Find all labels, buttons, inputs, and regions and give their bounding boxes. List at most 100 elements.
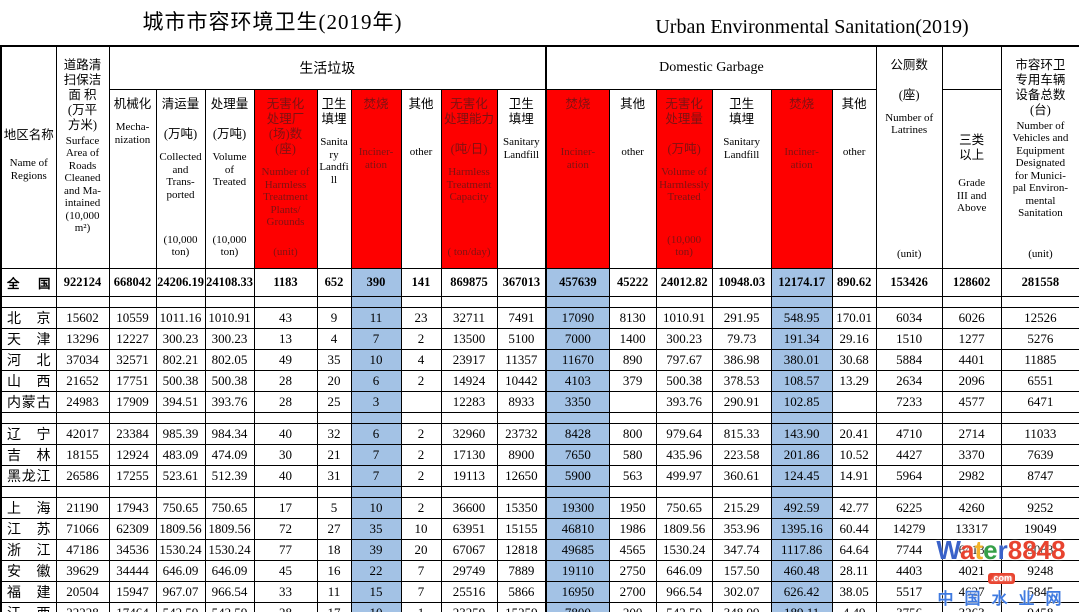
value-cell: 7000 [545, 328, 610, 350]
value-cell [941, 412, 1002, 424]
value-cell: 4 [316, 328, 352, 350]
value-cell: 580 [608, 444, 657, 466]
value-cell: 15350 [496, 497, 547, 519]
value-cell: 12924 [108, 444, 157, 466]
value-cell: 60.44 [831, 518, 877, 540]
value-cell: 4 [400, 349, 442, 371]
col-header-other-2: 其他 other [608, 89, 657, 269]
value-cell: 393.76 [204, 391, 255, 413]
spacer-row [0, 296, 1079, 308]
value-cell: 797.67 [655, 349, 713, 371]
col-header-region-en: Name of Regions [9, 157, 48, 182]
region-name: 辽宁 [0, 423, 57, 445]
value-cell [55, 486, 110, 498]
table-row: 江苏 71066 62309 1809.56 1809.56 72 27 35 10 63951 1… [0, 518, 1079, 540]
value-cell: 22 [350, 560, 402, 582]
value-cell: 1011.16 [155, 307, 206, 329]
value-cell: 460.48 [770, 560, 833, 582]
spacer-row [0, 486, 1079, 498]
value-cell: 300.23 [655, 328, 713, 350]
value-cell: 2096 [941, 370, 1002, 392]
value-cell [55, 412, 110, 424]
value-cell: 11885 [1000, 349, 1079, 371]
region-name: 江苏 [0, 518, 57, 540]
value-cell: 10 [350, 602, 402, 612]
col-header-harmless-volume: 无害化 处理量 (万吨) Volume of Harmlessly Treate… [655, 89, 713, 269]
value-cell: 32960 [440, 423, 498, 445]
value-cell: 7650 [545, 444, 610, 466]
value-cell: 7889 [496, 560, 547, 582]
value-cell: 7 [350, 444, 402, 466]
value-cell: 302.07 [711, 581, 772, 603]
value-cell: 8428 [545, 423, 610, 445]
value-cell: 17751 [108, 370, 157, 392]
value-cell: 5964 [875, 465, 943, 487]
col-header-harmless-capacity: 无害化 处理能力 (吨/日) Harmless Treatment Capaci… [440, 89, 498, 269]
value-cell: 25 [316, 391, 352, 413]
value-cell: 19110 [545, 560, 610, 582]
value-cell: 17130 [440, 444, 498, 466]
value-cell: 9248 [1000, 560, 1079, 582]
value-cell: 2714 [941, 423, 1002, 445]
col-header-region: 地区名称 Name of Regions [0, 45, 57, 269]
col-header-treated: 处理量 (万吨) Volume of Treated (10,000 ton) [204, 89, 255, 269]
value-cell [875, 412, 943, 424]
value-cell: 7 [400, 581, 442, 603]
col-header-other-3: 其他 other [831, 89, 877, 269]
value-cell: 6026 [941, 307, 1002, 329]
value-cell: 367013 [496, 268, 547, 297]
value-cell: 966.54 [204, 581, 255, 603]
value-cell: 21190 [55, 497, 110, 519]
value-cell: 646.09 [655, 560, 713, 582]
value-cell: 802.21 [155, 349, 206, 371]
value-cell [608, 486, 657, 498]
value-cell [316, 412, 352, 424]
value-cell: 378.53 [711, 370, 772, 392]
value-cell: 23 [400, 307, 442, 329]
value-cell: 10 [350, 497, 402, 519]
value-cell: 4103 [545, 370, 610, 392]
value-cell: 49685 [545, 539, 610, 561]
value-cell [831, 296, 877, 308]
value-cell [204, 296, 255, 308]
value-cell: 31 [316, 465, 352, 487]
value-cell: 300.23 [204, 328, 255, 350]
value-cell: 281558 [1000, 268, 1079, 297]
value-cell: 13296 [55, 328, 110, 350]
value-cell: 10442 [496, 370, 547, 392]
value-cell: 5 [316, 497, 352, 519]
col-header-sanitary-landfill-2: 卫生 填埋 Sanitary Landfill [496, 89, 547, 269]
value-cell: 11 [316, 581, 352, 603]
value-cell: 542.59 [155, 602, 206, 612]
group-header-domestic-garbage-zh: 生活垃圾 [108, 45, 547, 90]
value-cell: 652 [316, 268, 352, 297]
table-row: 福建 20504 15947 967.07 966.54 33 11 15 7 25516 5866… [0, 581, 1079, 603]
col-header-latrines: 公厕数 (座) Number of Latrines (unit) [875, 45, 943, 269]
col-header-other-1: 其他 other [400, 89, 442, 269]
value-cell: 2 [400, 370, 442, 392]
value-cell: 24983 [55, 391, 110, 413]
value-cell: 2 [400, 328, 442, 350]
value-cell: 2700 [608, 581, 657, 603]
table-row: 山西 21652 17751 500.38 500.38 28 20 6 2 14924 10442… [0, 370, 1079, 392]
value-cell: 16 [316, 560, 352, 582]
value-cell: 5866 [496, 581, 547, 603]
value-cell: 17943 [108, 497, 157, 519]
col-header-roads: 道路清 扫保洁 面 积 (万平 方米) Surface Area of Road… [55, 45, 110, 269]
value-cell: 15 [350, 581, 402, 603]
value-cell [608, 296, 657, 308]
region-name: 河北 [0, 349, 57, 371]
value-cell: 1 [400, 602, 442, 612]
value-cell: 17464 [108, 602, 157, 612]
value-cell [400, 296, 442, 308]
value-cell: 500.38 [655, 370, 713, 392]
value-cell [55, 296, 110, 308]
value-cell: 18 [316, 539, 352, 561]
value-cell [253, 412, 318, 424]
table-row: 天津 13296 12227 300.23 300.23 13 4 7 2 13500 5100 70… [0, 328, 1079, 350]
value-cell: 563 [608, 465, 657, 487]
value-cell: 7233 [875, 391, 943, 413]
value-cell [941, 486, 1002, 498]
value-cell: 47186 [55, 539, 110, 561]
